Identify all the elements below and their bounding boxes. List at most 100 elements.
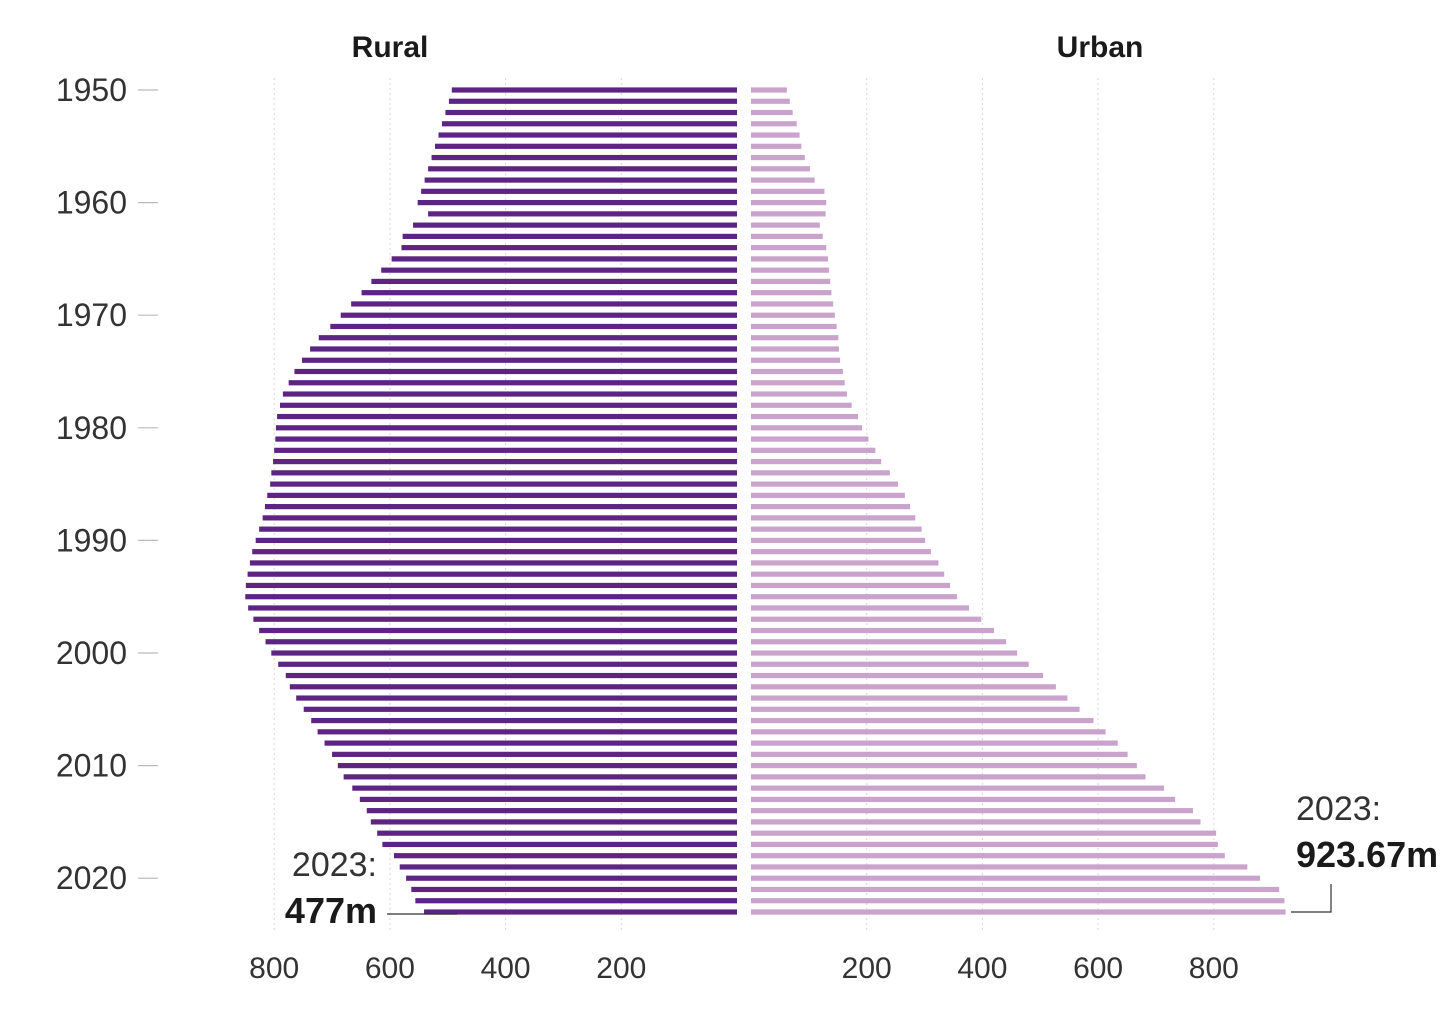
rural-bar-2023 [424,909,737,915]
urban-bar-1986 [751,492,905,498]
rural-annotation-value: 477m [285,890,377,931]
rural-bar-2020 [406,875,737,881]
urban-bar-2014 [751,808,1193,814]
urban-bar-2004 [751,695,1068,701]
rural-bar-1972 [318,335,737,341]
year-label-1980: 1980 [56,410,127,446]
urban-bar-1958 [751,177,815,183]
urban-bar-1977 [751,391,848,397]
year-label-1970: 1970 [56,297,127,333]
urban-bar-1950 [751,87,787,93]
urban-bar-1960 [751,200,827,206]
urban-bar-1981 [751,436,869,442]
rural-bar-1990 [255,537,738,544]
year-label-2010: 2010 [56,748,127,784]
urban-bar-2018 [751,853,1225,859]
urban-bar-2011 [751,774,1146,780]
rural-bar-1953 [441,121,737,127]
rural-bar-2018 [393,853,737,859]
rural-bar-1998 [259,627,737,634]
rural-bar-2019 [399,864,737,870]
urban-bar-1972 [751,335,839,341]
rural-bar-1966 [381,267,737,273]
urban-annotation-year: 2023: [1296,790,1381,828]
rural-bar-1960 [417,200,737,206]
urban-bar-1994 [751,582,951,589]
urban-bar-1955 [751,143,802,149]
urban-bar-2022 [751,898,1285,904]
rural-bar-1988 [262,515,737,521]
urban-axis-tick-label: 800 [1189,952,1239,985]
rural-bar-1986 [267,492,737,498]
urban-bar-1976 [751,380,845,386]
rural-bar-2014 [366,808,737,814]
urban-bar-1983 [751,458,882,465]
urban-bar-1954 [751,132,800,138]
rural-bar-2001 [278,661,737,667]
rural-bar-1973 [310,346,737,352]
rural-bar-2008 [324,740,737,746]
year-axis: 1950 1960 1970 1980 1990 2000 2010 2020 [56,72,158,896]
rural-bar-2022 [415,898,737,904]
urban-bar-1989 [751,526,922,532]
rural-bar-1987 [264,504,737,510]
urban-bar-1969 [751,301,834,307]
urban-bar-1993 [751,571,945,577]
rural-bar-1952 [445,109,737,116]
rural-bar-1977 [282,391,737,397]
urban-bar-1970 [751,312,835,318]
rural-bar-1971 [330,323,737,330]
urban-bar-1959 [751,188,825,194]
rural-bar-1950 [451,87,737,93]
urban-axis-tick-label: 200 [842,952,892,985]
urban-bar-2021 [751,886,1280,893]
urban-bar-1999 [751,639,1007,645]
rural-axis-tick-label: 600 [365,952,415,985]
urban-bar-2003 [751,684,1056,690]
urban-bar-1997 [751,616,982,622]
rural-axis-tick-label: 200 [596,952,646,985]
urban-axis-tick-label: 400 [957,952,1007,985]
urban-bar-2002 [751,672,1044,679]
urban-annotation-leader [1291,884,1332,913]
rural-bar-1956 [431,154,737,161]
urban-bar-1996 [751,605,970,611]
rural-bar-1967 [371,278,737,285]
urban-bar-1995 [751,594,957,600]
urban-bar-2001 [751,661,1029,667]
rural-bar-2012 [352,785,737,791]
rural-bar-1980 [275,425,737,431]
rural-axis-tick-label: 800 [249,952,299,985]
rural-annotation-year: 2023: [292,846,377,884]
urban-bar-1967 [751,278,831,285]
rural-bar-2013 [359,796,737,802]
urban-bar-1991 [751,549,931,555]
rural-bar-1995 [245,594,737,600]
urban-bar-1963 [751,233,823,239]
urban-bar-1987 [751,504,911,510]
urban-bar-2008 [751,740,1118,746]
rural-bar-2010 [337,763,737,769]
urban-bar-1966 [751,267,830,273]
rural-bar-2006 [311,717,737,724]
urban-bar-2016 [751,830,1217,836]
rural-bar-1983 [273,458,737,465]
rural-bar-1979 [277,413,737,420]
rural-bar-2016 [377,830,737,836]
urban-annotation: 2023: 923.67m [1291,790,1438,913]
rural-bar-2015 [370,819,737,825]
urban-bar-1956 [751,154,805,161]
year-label-1950: 1950 [56,72,127,108]
rural-bar-1999 [265,639,737,645]
rural-bar-2007 [317,729,737,735]
rural-bar-1991 [252,549,738,555]
urban-bar-1990 [751,537,926,544]
rural-bar-1989 [259,526,737,532]
rural-bar-1959 [421,188,737,194]
urban-bar-2009 [751,751,1128,757]
rural-bar-2011 [343,774,737,780]
urban-bar-2012 [751,785,1165,791]
urban-bar-1964 [751,245,827,251]
rural-bar-1996 [248,605,738,611]
rural-bar-1958 [424,177,737,183]
